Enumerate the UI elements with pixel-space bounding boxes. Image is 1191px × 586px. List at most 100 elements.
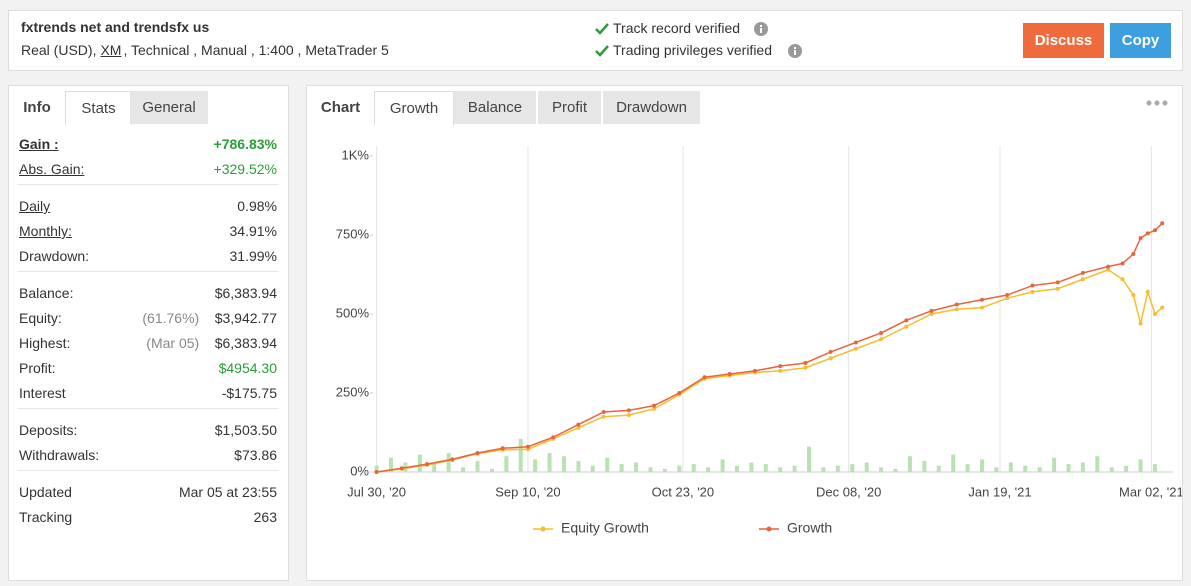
stat-label: Profit: (19, 360, 56, 376)
point (853, 340, 858, 345)
legend-marker (766, 526, 772, 532)
tab[interactable]: Balance (454, 91, 536, 124)
menu-dots[interactable] (1146, 100, 1168, 106)
bar (446, 453, 451, 472)
stat-note: (Mar 05) (146, 335, 200, 351)
series-line (376, 268, 1163, 473)
stat-row: Equity: $3,942.77 (61.76%) (19, 306, 277, 331)
point (752, 368, 757, 373)
stat-value: +786.83% (213, 136, 277, 152)
y-tick-label: 1K% (342, 147, 370, 162)
stat-value: 31.99% (229, 248, 277, 264)
stat-label: Gain : (19, 136, 59, 152)
tab[interactable]: Drawdown (603, 91, 700, 124)
account-title: fxtrends net and trendsfx us (21, 19, 210, 35)
point (702, 375, 707, 380)
stat-value: $6,383.94 (214, 285, 277, 301)
point (450, 457, 455, 462)
point (1131, 293, 1136, 298)
stat-label: Equity: (19, 310, 62, 326)
bar (518, 438, 523, 472)
point (803, 365, 808, 370)
header: fxtrends net and trendsfx us Real (USD), X… (8, 10, 1183, 71)
stat-value: 263 (253, 509, 277, 525)
legend-marker (540, 526, 546, 532)
info-icon[interactable] (787, 43, 803, 59)
tab[interactable]: Stats (65, 91, 132, 125)
point (1055, 280, 1060, 285)
bar (749, 462, 754, 472)
stat-value: $1,503.50 (214, 422, 277, 438)
bar (994, 467, 999, 472)
tab[interactable]: Info (9, 91, 65, 124)
point (626, 413, 631, 418)
y-tick-label: 0% (350, 463, 369, 478)
stat-row: Updated Mar 05 at 23:55 (19, 480, 277, 505)
point (1106, 264, 1111, 269)
stat-label: Deposits: (19, 422, 78, 438)
point (954, 302, 959, 307)
stats-panel: Info Stats General Gain : +786.83% Abs. Gain:… (8, 85, 289, 581)
button[interactable]: Copy (1110, 23, 1171, 58)
bar (951, 454, 956, 472)
point (425, 462, 430, 467)
bar (605, 457, 610, 472)
stat-row: Highest: $6,383.94 (Mar 05) (19, 331, 277, 356)
bar (432, 464, 437, 472)
bar (879, 467, 884, 472)
stat-value: $6,383.94 (214, 335, 277, 351)
stat-label: Updated (19, 484, 72, 500)
stat-label: Balance: (19, 285, 74, 301)
divider (17, 408, 279, 409)
stat-value: 34.91% (229, 223, 277, 239)
stat-row: Balance: $6,383.94 (19, 281, 277, 306)
point (828, 356, 833, 361)
chart: 0% 250% 500% 750% 1K% Jul 30, '20 Sep 10, '20 O… (336, 146, 1182, 536)
point (1145, 231, 1150, 236)
point (929, 312, 934, 316)
point (475, 451, 480, 456)
button[interactable]: Discuss (1023, 23, 1104, 58)
bar (648, 467, 653, 472)
bar (1052, 457, 1057, 472)
broker-link[interactable]: XM (100, 42, 122, 58)
tab[interactable]: Profit (538, 91, 601, 124)
bar (936, 465, 941, 472)
x-tick-label: Jul 30, '20 (347, 484, 406, 499)
bar (807, 446, 812, 472)
point (1145, 289, 1150, 294)
stat-row: Tracking 263 (19, 505, 277, 530)
stat-label: Highest: (19, 335, 71, 351)
y-tick-label: 750% (336, 226, 370, 241)
bar (763, 464, 768, 472)
point (525, 444, 530, 449)
divider (17, 271, 279, 272)
info-icon[interactable] (753, 21, 769, 37)
bar (706, 467, 711, 472)
point (727, 372, 732, 377)
point (954, 307, 959, 312)
bar (547, 453, 552, 472)
stat-row: Daily 0.98% (19, 194, 277, 219)
bar (1066, 464, 1071, 472)
bar (590, 465, 595, 472)
stat-row: Profit: $4954.30 (19, 356, 277, 381)
bar (475, 460, 480, 472)
x-tick-label: Jan 19, '21 (968, 484, 1031, 499)
point (904, 324, 909, 329)
point (1152, 312, 1157, 316)
stat-row: Drawdown: 31.99% (19, 244, 277, 269)
tab[interactable]: Growth (374, 91, 454, 125)
point (601, 409, 606, 414)
bar (374, 465, 379, 472)
bar (1095, 456, 1100, 472)
account-info: , Technical , Manual , 1:400 , MetaTrade… (123, 42, 389, 58)
stat-row: Abs. Gain: +329.52% (19, 157, 277, 182)
tab[interactable]: Chart (307, 91, 374, 124)
point (601, 414, 606, 419)
point (677, 391, 682, 395)
point (500, 446, 505, 451)
tab[interactable]: General (130, 91, 208, 124)
point (1106, 267, 1111, 272)
